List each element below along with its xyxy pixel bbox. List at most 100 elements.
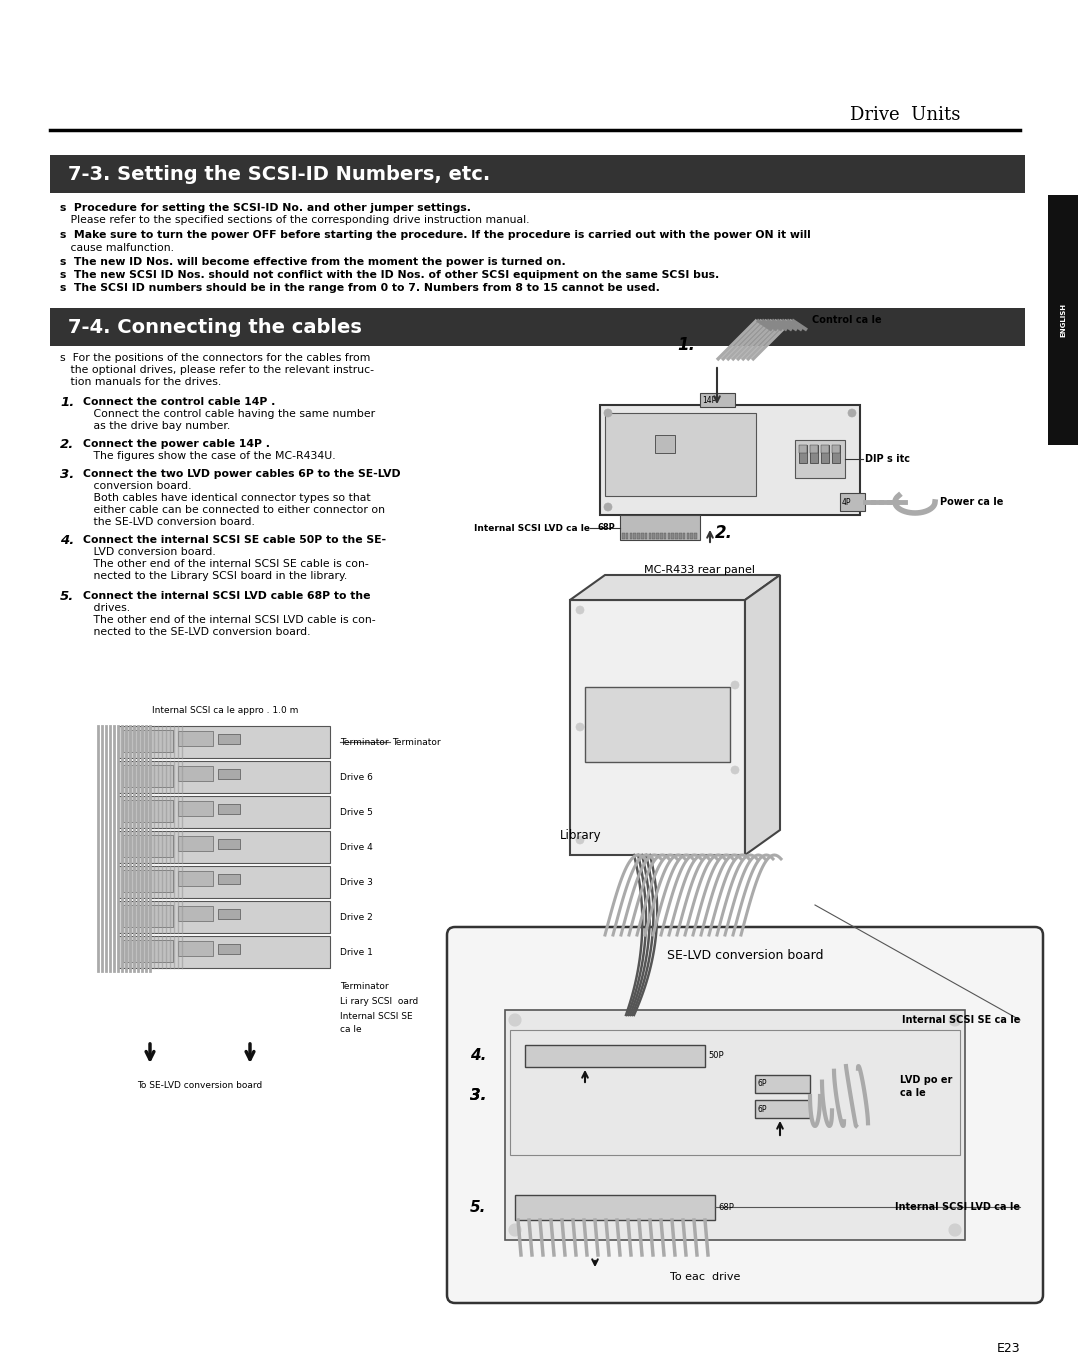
Bar bbox=[118, 761, 330, 793]
Text: 2.: 2. bbox=[715, 524, 733, 541]
Text: s  The new SCSI ID Nos. should not conflict with the ID Nos. of other SCSI equip: s The new SCSI ID Nos. should not confli… bbox=[60, 271, 719, 280]
Bar bbox=[218, 734, 240, 744]
Text: the optional drives, please refer to the relevant instruc-: the optional drives, please refer to the… bbox=[60, 365, 374, 375]
Polygon shape bbox=[745, 576, 780, 854]
Text: Internal SCSI LVD ca le: Internal SCSI LVD ca le bbox=[895, 1202, 1020, 1213]
Bar bbox=[664, 533, 666, 539]
Text: Connect the two LVD power cables 6P to the SE-LVD: Connect the two LVD power cables 6P to t… bbox=[83, 469, 401, 478]
Bar bbox=[515, 1195, 715, 1219]
Text: Li rary SCSI  oard: Li rary SCSI oard bbox=[340, 997, 418, 1006]
Text: Drive 5: Drive 5 bbox=[340, 808, 373, 816]
Bar bbox=[690, 533, 693, 539]
Text: conversion board.: conversion board. bbox=[83, 481, 191, 491]
Text: The figures show the case of the MC-R434U.: The figures show the case of the MC-R434… bbox=[83, 451, 336, 461]
Bar bbox=[657, 533, 659, 539]
Bar bbox=[570, 600, 745, 854]
Text: drives.: drives. bbox=[83, 603, 130, 612]
Text: LVD po er: LVD po er bbox=[900, 1074, 953, 1085]
Bar bbox=[600, 405, 860, 515]
Text: Drive  Units: Drive Units bbox=[850, 107, 960, 124]
Text: tion manuals for the drives.: tion manuals for the drives. bbox=[60, 377, 221, 387]
Text: E23: E23 bbox=[997, 1341, 1020, 1355]
Bar bbox=[118, 831, 330, 863]
Bar bbox=[123, 730, 173, 752]
Text: LVD conversion board.: LVD conversion board. bbox=[83, 547, 216, 556]
Text: 68P: 68P bbox=[718, 1203, 734, 1211]
Bar bbox=[218, 909, 240, 919]
Bar bbox=[525, 1044, 705, 1068]
Text: the SE-LVD conversion board.: the SE-LVD conversion board. bbox=[83, 517, 255, 528]
Text: To eac  drive: To eac drive bbox=[670, 1273, 740, 1282]
Bar bbox=[821, 446, 829, 463]
Bar bbox=[510, 1029, 960, 1155]
FancyBboxPatch shape bbox=[447, 927, 1043, 1303]
Bar bbox=[649, 533, 651, 539]
Bar bbox=[675, 533, 678, 539]
Circle shape bbox=[576, 606, 584, 614]
Bar bbox=[118, 726, 330, 757]
Bar bbox=[123, 766, 173, 787]
Text: 4.: 4. bbox=[470, 1048, 486, 1064]
Text: as the drive bay number.: as the drive bay number. bbox=[83, 421, 230, 431]
Bar bbox=[622, 533, 624, 539]
Bar bbox=[637, 533, 639, 539]
Bar bbox=[795, 440, 845, 478]
Circle shape bbox=[949, 1014, 961, 1027]
Circle shape bbox=[731, 681, 739, 689]
Text: Drive 4: Drive 4 bbox=[340, 842, 373, 852]
Text: Internal SCSI ca le appro . 1.0 m: Internal SCSI ca le appro . 1.0 m bbox=[152, 705, 298, 715]
Text: Connect the control cable 14P .: Connect the control cable 14P . bbox=[83, 396, 275, 407]
Circle shape bbox=[509, 1014, 521, 1027]
Text: Connect the power cable 14P .: Connect the power cable 14P . bbox=[83, 439, 270, 448]
Bar bbox=[810, 446, 818, 452]
Bar bbox=[218, 770, 240, 779]
Bar bbox=[178, 731, 213, 746]
Bar bbox=[840, 493, 865, 511]
Circle shape bbox=[604, 409, 612, 417]
Text: Drive 1: Drive 1 bbox=[340, 947, 373, 957]
Bar bbox=[118, 796, 330, 828]
Bar bbox=[178, 801, 213, 816]
Text: nected to the SE-LVD conversion board.: nected to the SE-LVD conversion board. bbox=[83, 627, 311, 637]
Bar bbox=[118, 936, 330, 968]
Text: nected to the Library SCSI board in the library.: nected to the Library SCSI board in the … bbox=[83, 571, 348, 581]
Text: MC-R433 rear panel: MC-R433 rear panel bbox=[645, 565, 756, 576]
Text: ENGLISH: ENGLISH bbox=[1059, 303, 1066, 338]
Bar bbox=[605, 413, 756, 495]
Bar bbox=[178, 940, 213, 956]
Bar bbox=[755, 1074, 810, 1094]
Text: 14P: 14P bbox=[702, 395, 716, 405]
Text: Terminator: Terminator bbox=[392, 738, 441, 746]
Bar bbox=[654, 435, 675, 452]
Text: 50P: 50P bbox=[708, 1051, 724, 1061]
Bar bbox=[50, 308, 1025, 346]
Text: 68P: 68P bbox=[597, 522, 615, 532]
Text: Connect the control cable having the same number: Connect the control cable having the sam… bbox=[83, 409, 375, 420]
Bar bbox=[123, 940, 173, 962]
Text: Terminator: Terminator bbox=[340, 738, 389, 746]
Text: Internal SCSI SE ca le: Internal SCSI SE ca le bbox=[902, 1016, 1020, 1025]
Text: Power ca le: Power ca le bbox=[940, 498, 1003, 507]
Bar bbox=[178, 871, 213, 886]
Bar bbox=[832, 446, 840, 452]
Text: cause malfunction.: cause malfunction. bbox=[60, 243, 174, 253]
Bar bbox=[625, 533, 629, 539]
Bar bbox=[118, 867, 330, 898]
Text: ca le: ca le bbox=[900, 1088, 926, 1098]
Text: ca le: ca le bbox=[340, 1024, 362, 1033]
Text: 5.: 5. bbox=[60, 589, 75, 603]
Bar bbox=[123, 835, 173, 857]
Bar bbox=[755, 1100, 810, 1118]
Bar bbox=[660, 533, 662, 539]
Bar bbox=[218, 945, 240, 954]
Bar bbox=[642, 533, 644, 539]
Circle shape bbox=[848, 409, 856, 417]
Circle shape bbox=[509, 1223, 521, 1236]
Circle shape bbox=[576, 837, 584, 843]
Text: 3.: 3. bbox=[470, 1088, 486, 1103]
Bar bbox=[672, 533, 674, 539]
Bar bbox=[218, 804, 240, 813]
Bar bbox=[810, 446, 818, 463]
Text: either cable can be connected to either connector on: either cable can be connected to either … bbox=[83, 504, 384, 515]
Text: s  The new ID Nos. will become effective from the moment the power is turned on.: s The new ID Nos. will become effective … bbox=[60, 257, 566, 267]
